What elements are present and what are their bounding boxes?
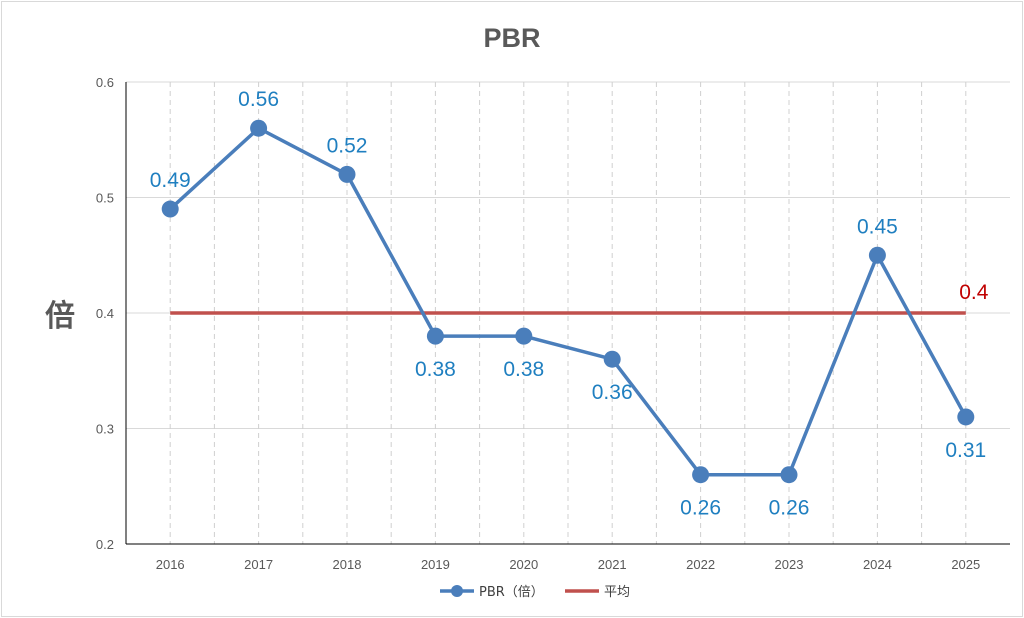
pbr-marker: [957, 408, 975, 426]
average-data-label: 0.4: [959, 281, 989, 304]
pbr-data-label: 0.31: [945, 439, 986, 462]
pbr-line: [169, 126, 968, 477]
pbr-data-label: 0.36: [592, 381, 633, 404]
pbr-marker: [426, 327, 444, 345]
legend: PBR（倍） 平均: [440, 585, 630, 600]
pbr-data-label: 0.26: [680, 497, 721, 520]
legend-pbr-marker: [451, 585, 463, 597]
y-tick-label: 0.5: [96, 191, 114, 206]
x-tick-label: 2018: [333, 557, 362, 572]
x-tick-label: 2024: [863, 557, 892, 572]
x-tick-label: 2021: [598, 557, 627, 572]
pbr-data-label: 0.38: [415, 358, 456, 381]
axes: [125, 82, 1010, 545]
pbr-marker: [868, 246, 886, 264]
legend-pbr-label: PBR（倍）: [479, 585, 544, 600]
legend-average-label: 平均: [604, 585, 630, 600]
tick-labels: 0.2 0.3 0.4 0.5 0.6 2016 2017 2018 2019 2020 2021 2…: [96, 75, 980, 572]
x-tick-label: 2020: [509, 557, 538, 572]
pbr-data-label: 0.45: [857, 215, 898, 238]
y-tick-label: 0.6: [96, 75, 114, 90]
chart-title: PBR: [483, 23, 540, 53]
pbr-marker: [603, 350, 621, 368]
x-tick-label: 2019: [421, 557, 450, 572]
y-tick-label: 0.2: [96, 537, 114, 552]
y-axis-label: 倍: [45, 299, 75, 334]
pbr-series: [161, 119, 975, 484]
y-tick-label: 0.3: [96, 422, 114, 437]
pbr-marker: [338, 165, 356, 183]
pbr-marker: [780, 466, 798, 484]
pbr-data-label: 0.56: [238, 88, 279, 111]
pbr-data-label: 0.49: [150, 169, 191, 192]
pbr-marker: [692, 466, 710, 484]
pbr-marker: [161, 200, 179, 218]
y-tick-label: 0.4: [96, 306, 114, 321]
pbr-data-label: 0.38: [503, 358, 544, 381]
x-tick-label: 2025: [951, 557, 980, 572]
x-tick-label: 2023: [775, 557, 804, 572]
data-labels: 0.49 0.56 0.52 0.38 0.38 0.36 0.26 0.26 0.45 0.31…: [150, 88, 989, 520]
pbr-marker: [250, 119, 268, 137]
x-tick-label: 2022: [686, 557, 715, 572]
pbr-data-label: 0.52: [327, 134, 368, 157]
x-tick-label: 2017: [244, 557, 273, 572]
x-tick-label: 2016: [156, 557, 185, 572]
pbr-marker: [515, 327, 533, 345]
pbr-data-label: 0.26: [769, 497, 810, 520]
